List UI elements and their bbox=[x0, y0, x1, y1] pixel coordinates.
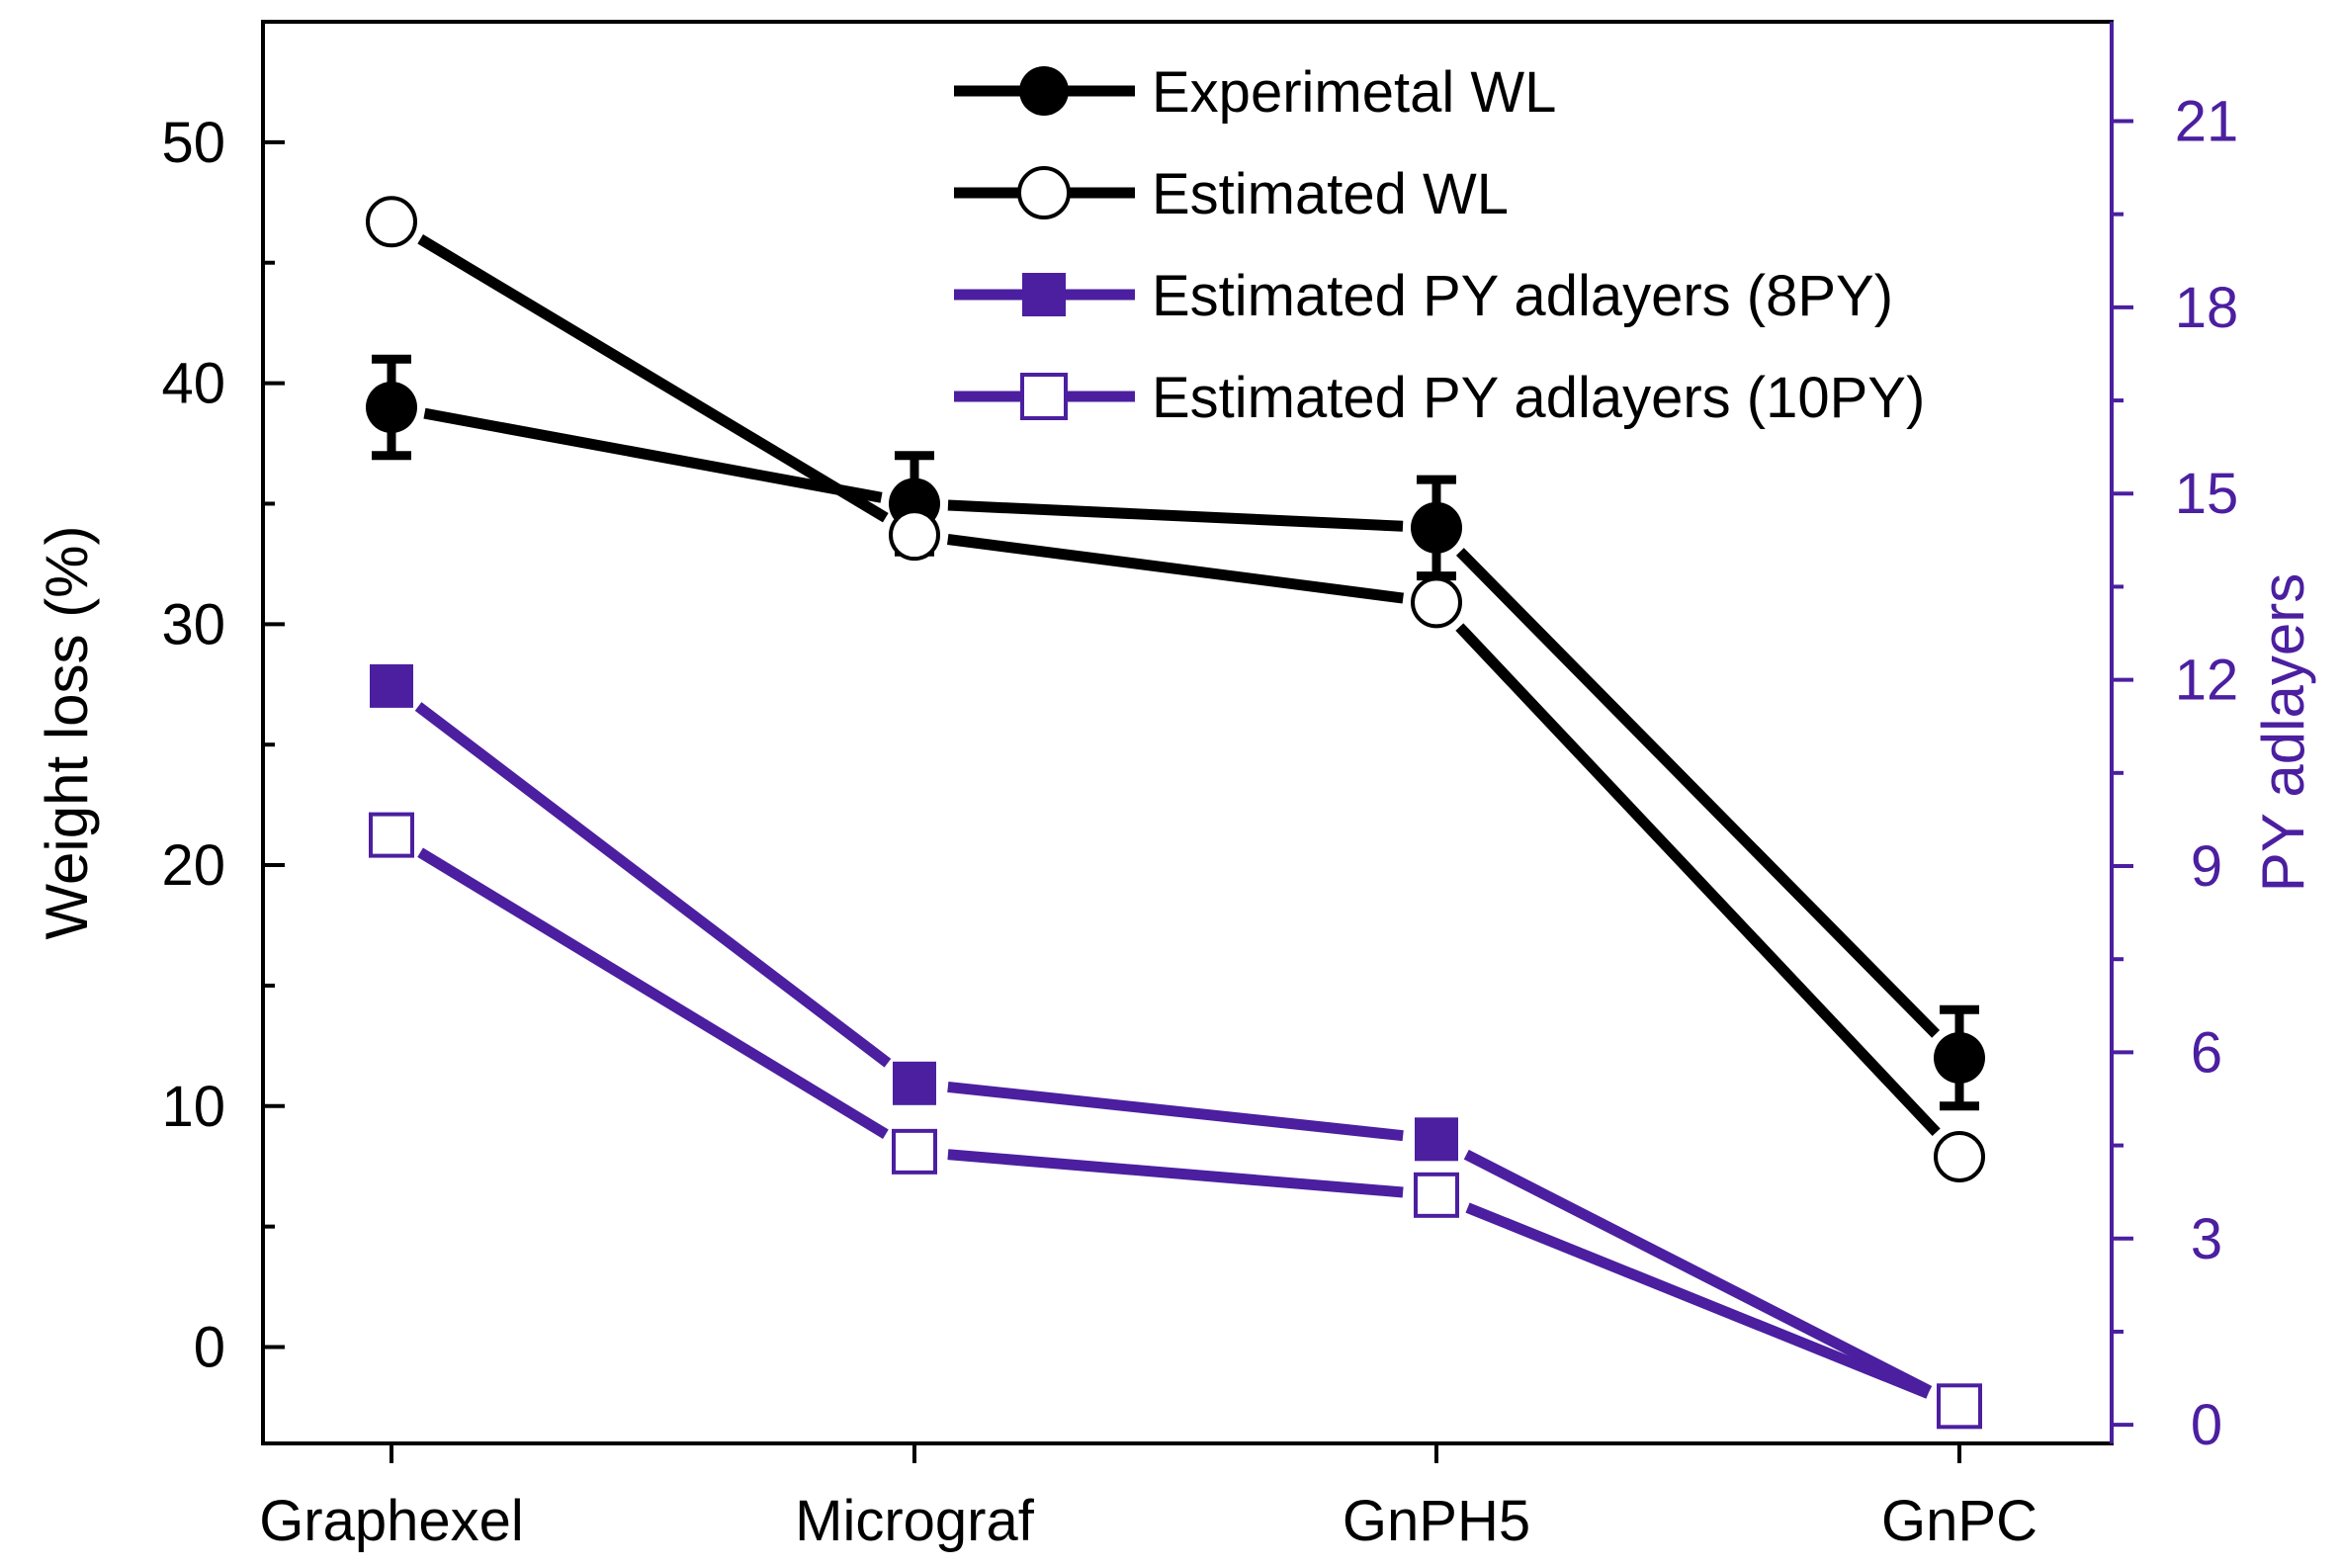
series-line-segment bbox=[947, 499, 1404, 532]
data-point bbox=[369, 812, 414, 858]
right-axis-title: PY adlayers bbox=[2250, 573, 2316, 892]
data-point bbox=[366, 196, 417, 248]
data-point bbox=[893, 1061, 936, 1105]
left-axis-title: Weight loss (%) bbox=[34, 525, 100, 939]
series-line-segment bbox=[423, 407, 883, 503]
left-axis-ticks: 0 10 20 30 40 50 bbox=[161, 111, 285, 1380]
right-tick-label: 18 bbox=[2175, 276, 2239, 340]
series-line-segment bbox=[1465, 1202, 1931, 1399]
right-tick-label: 3 bbox=[2191, 1207, 2222, 1271]
data-point bbox=[1415, 1117, 1458, 1162]
legend-label-10py: Estimated PY adlayers (10PY) bbox=[1152, 366, 1925, 430]
series-3 bbox=[369, 812, 1982, 1430]
right-tick-label: 0 bbox=[2191, 1393, 2222, 1457]
right-tick-label: 9 bbox=[2191, 834, 2222, 899]
series-2 bbox=[370, 663, 1981, 1429]
series-line-segment bbox=[1463, 1149, 1933, 1396]
data-point bbox=[1937, 1383, 1982, 1430]
legend-marker-estimated-wl bbox=[1017, 166, 1071, 219]
legend-label-8py: Estimated PY adlayers (8PY) bbox=[1152, 264, 1893, 328]
data-point bbox=[366, 381, 417, 433]
left-tick-label: 10 bbox=[161, 1075, 225, 1139]
series-line-segment bbox=[414, 702, 892, 1068]
data-point bbox=[1411, 576, 1462, 629]
right-tick-label: 15 bbox=[2175, 462, 2239, 526]
x-category-label: Micrograf bbox=[795, 1489, 1035, 1553]
series-line-segment bbox=[947, 534, 1404, 604]
series-line-segment bbox=[417, 847, 889, 1139]
series-0 bbox=[366, 354, 1985, 1111]
data-point bbox=[1934, 1032, 1985, 1085]
right-tick-label: 12 bbox=[2175, 649, 2239, 713]
left-tick-label: 30 bbox=[161, 592, 225, 656]
left-tick-label: 40 bbox=[161, 352, 225, 416]
right-axis-ticks: 0 3 6 9 12 15 18 21 bbox=[2112, 89, 2238, 1457]
series-line-segment bbox=[1455, 548, 1941, 1038]
plot-frame bbox=[261, 20, 2114, 1445]
series-line-segment bbox=[1455, 623, 1941, 1137]
x-category-label: GnPH5 bbox=[1343, 1489, 1530, 1553]
left-tick-label: 50 bbox=[161, 111, 225, 175]
x-category-label: Graphexel bbox=[259, 1489, 524, 1553]
data-point bbox=[1934, 1130, 1985, 1182]
series-layer bbox=[366, 196, 1985, 1430]
legend-marker-experimental bbox=[1019, 66, 1069, 116]
series-line-segment bbox=[417, 234, 889, 523]
data-point bbox=[889, 509, 940, 562]
data-point bbox=[1414, 1172, 1459, 1218]
right-tick-label: 21 bbox=[2175, 89, 2239, 153]
data-point bbox=[1411, 501, 1462, 554]
legend: Experimetal WL Estimated WL Estimated PY… bbox=[954, 60, 1925, 430]
series-line-segment bbox=[947, 1081, 1404, 1142]
data-point bbox=[370, 663, 413, 708]
legend-marker-8py bbox=[1022, 273, 1066, 316]
legend-label-experimental: Experimetal WL bbox=[1152, 60, 1556, 125]
series-1 bbox=[366, 196, 1985, 1182]
legend-label-estimated-wl: Estimated WL bbox=[1152, 162, 1509, 226]
x-category-label: GnPC bbox=[1881, 1489, 2038, 1553]
left-tick-label: 0 bbox=[194, 1316, 225, 1380]
left-tick-label: 20 bbox=[161, 833, 225, 898]
series-line-segment bbox=[947, 1149, 1404, 1198]
legend-marker-10py bbox=[1020, 373, 1068, 420]
data-point bbox=[892, 1128, 937, 1175]
right-tick-label: 6 bbox=[2191, 1020, 2222, 1085]
x-axis-ticks: Graphexel Micrograf GnPH5 GnPC bbox=[259, 1443, 2038, 1553]
